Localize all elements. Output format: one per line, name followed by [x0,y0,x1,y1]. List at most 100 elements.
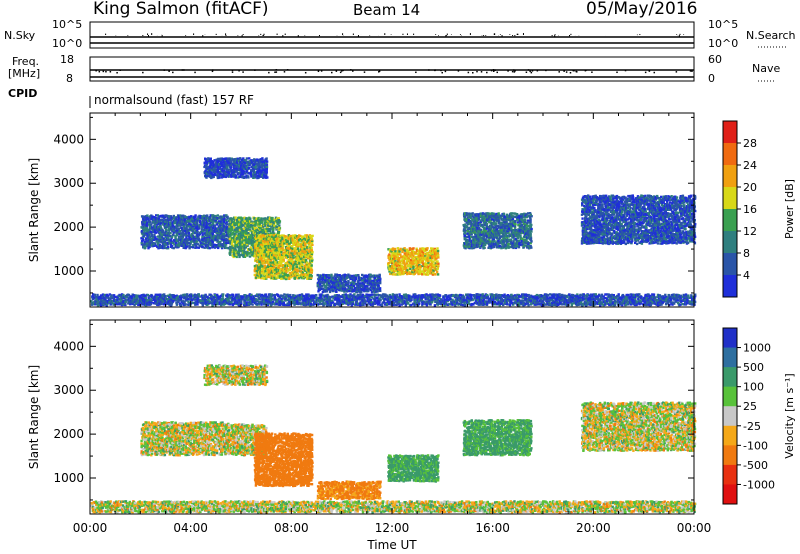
power-echo-cell [241,249,244,252]
nave-mark [572,69,574,72]
power-echo-cell [234,245,237,248]
power-echo-cell [253,162,256,166]
power-echo-cell [218,243,221,247]
power-echo-cell [251,161,254,164]
power-echo-cell [223,225,226,228]
power-echo-cell [205,215,208,219]
power-echo-cell [261,240,265,243]
power-echo-cell [153,224,156,228]
power-echo-cell [250,241,253,244]
power-echo-cell [226,157,230,160]
nave-mark [105,70,107,73]
power-echo-cell [190,227,194,230]
power-echo-cell [226,166,229,169]
power-echo-cell [156,225,160,229]
power-echo-cell [209,169,212,173]
power-echo-cell [158,243,162,247]
power-echo-cell [208,232,211,236]
power-echo-cell [257,250,260,253]
power-echo-cell [153,242,157,245]
power-echo-cell [171,224,174,227]
power-echo-cell [237,159,240,162]
power-echo-cell [420,270,423,273]
power-echo-cell [233,173,236,177]
power-echo-cell [153,233,156,236]
power-echo-cell [278,238,281,241]
nave-ytick-top: 60 [708,54,722,65]
power-echo-cell [288,251,292,254]
power-echo-cell [174,245,177,249]
power-echo-cell [233,222,236,225]
power-echo-cell [174,216,177,219]
power-echo-cell [239,160,242,163]
nave-mark [231,71,234,73]
power-echo-cell [230,160,233,163]
power-echo-cell [198,240,202,243]
power-echo-cell [306,277,309,280]
power-echo-cell [230,163,234,166]
power-echo-cell [169,243,173,246]
power-echo-cell [293,268,296,272]
power-echo-cell [248,228,251,231]
power-echo-cell [287,248,290,252]
power-echo-cell [223,234,226,238]
power-echo-cell [280,248,283,251]
power-echo-cell [157,245,161,249]
power-echo-cell [238,228,242,232]
power-echo-cell [290,276,293,279]
power-echo-cell [211,164,214,168]
power-echo-cell [264,248,267,251]
power-echo-cell [263,249,267,253]
power-echo-cell [387,254,390,258]
power-echo-cell [302,250,305,253]
power-echo-cell [150,233,154,237]
power-echo-cell [189,216,192,219]
power-echo-cell [237,163,240,167]
power-echo-cell [156,227,159,230]
power-echo-cell [261,277,265,280]
power-echo-cell [220,174,223,177]
power-echo-cell [284,263,287,266]
power-echo-cell [267,271,271,274]
power-echo-cell [198,220,202,223]
power-echo-cell [291,260,295,263]
power-echo-cell [148,236,151,239]
power-echo-cell [463,234,466,238]
power-echo-cell [210,160,213,163]
power-echo-cell [186,245,189,248]
power-echo-cell [271,240,274,243]
power-echo-cell [177,219,180,222]
power-echo-cell [237,239,240,242]
power-echo-cell [143,240,146,244]
power-echo-cell [222,172,226,176]
power-echo-cell [256,232,259,235]
power-echo-cell [164,228,168,231]
power-echo-cell [239,157,242,160]
power-echo-cell [222,238,225,241]
power-echo-cell [190,239,194,243]
power-echo-cell [210,171,213,174]
power-echo-cell [310,241,313,245]
power-echo-cell [300,266,303,269]
nave-mark [575,70,577,73]
power-echo-cell [226,161,230,165]
power-echo-cell [158,233,161,237]
power-echo-cell [310,264,313,267]
power-echo-cell [229,241,232,244]
power-echo-cell [282,258,285,261]
power-echo-cell [161,228,164,231]
power-echo-cell [240,234,243,237]
power-echo-cell [245,243,249,246]
power-echo-cell [207,223,210,226]
power-echo-cell [295,249,298,252]
nave-mark [342,69,344,72]
power-echo-cell [258,170,261,173]
power-echo-cell [285,267,289,271]
power-echo-cell [410,260,413,263]
power-echo-cell [302,273,305,276]
power-echo-cell [271,268,275,271]
power-echo-cell [282,234,285,237]
power-echo-cell [421,256,424,259]
power-echo-cell [181,239,184,242]
